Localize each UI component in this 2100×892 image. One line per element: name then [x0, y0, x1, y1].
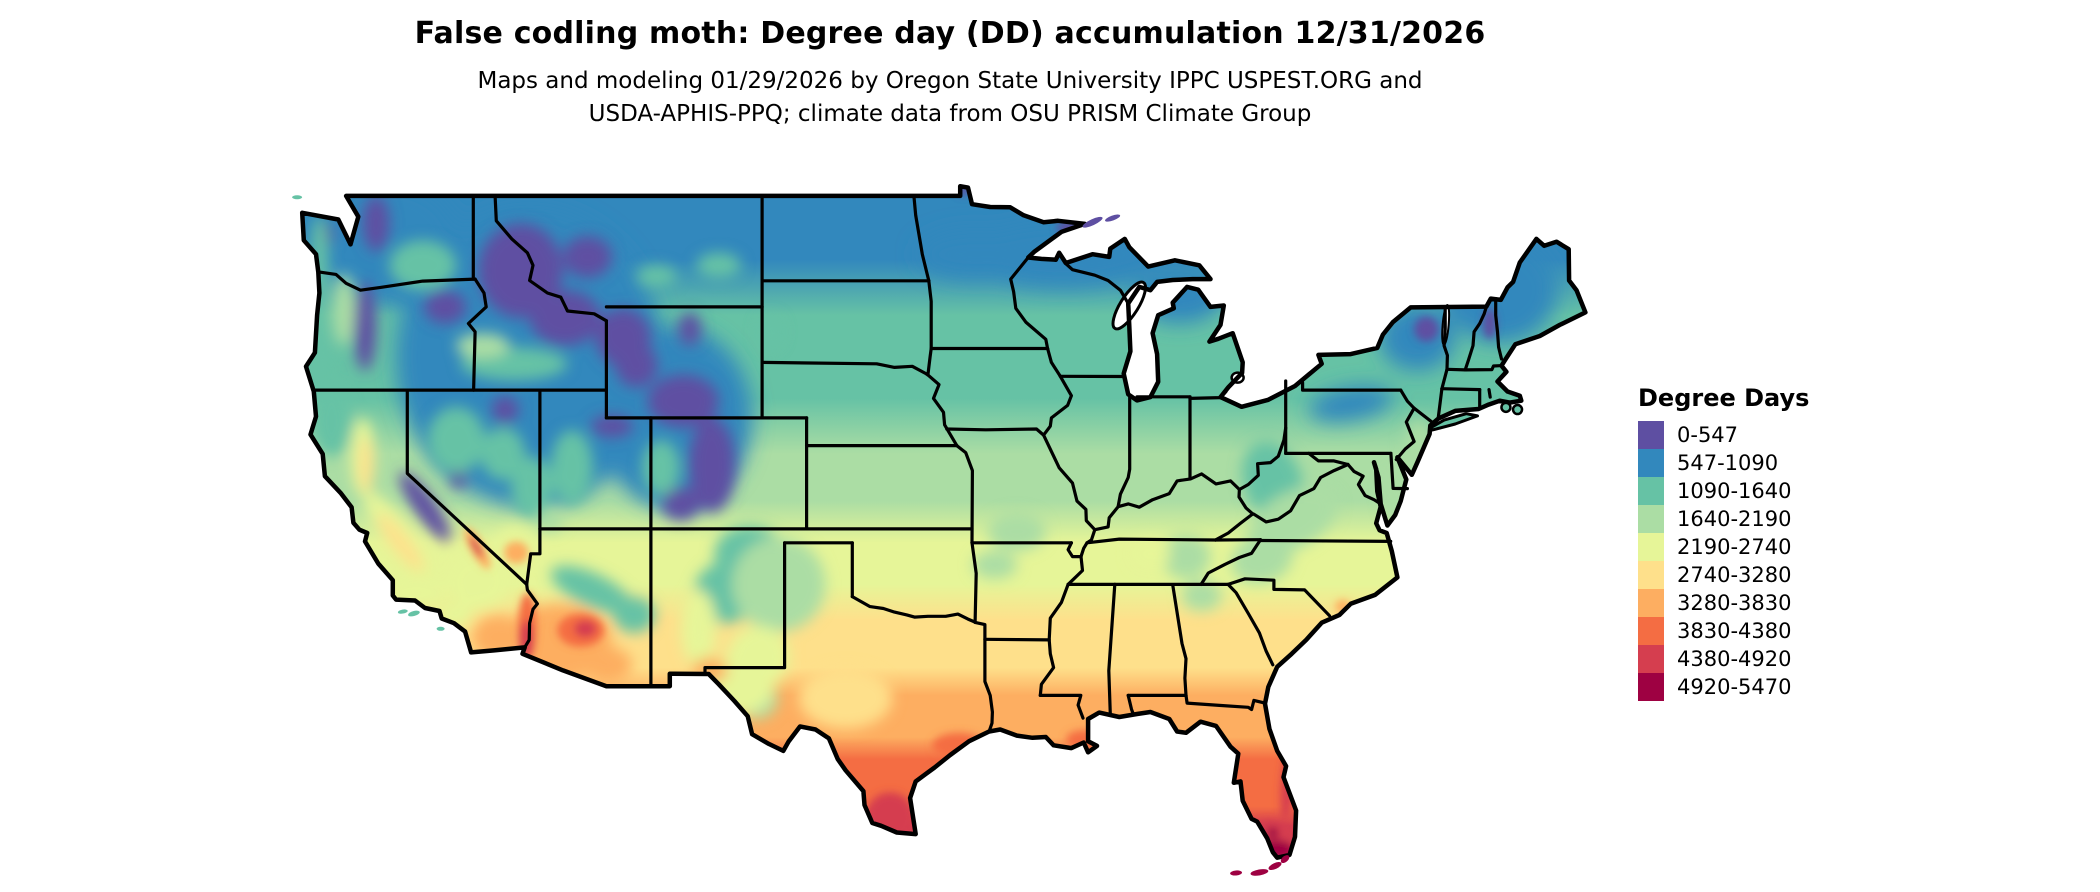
map-root	[292, 183, 1588, 876]
legend-item: 547-1090	[1638, 449, 1809, 477]
legend-item: 4920-5470	[1638, 673, 1809, 701]
legend-label: 4920-5470	[1677, 675, 1792, 699]
legend-label: 2740-3280	[1677, 563, 1792, 587]
legend-item: 2190-2740	[1638, 533, 1809, 561]
legend-swatch	[1638, 561, 1664, 589]
legend-label: 547-1090	[1677, 451, 1779, 475]
legend-title: Degree Days	[1638, 384, 1810, 412]
subtitle-line-1: Maps and modeling 01/29/2026 by Oregon S…	[477, 68, 1423, 94]
legend-swatch	[1638, 477, 1664, 505]
legend-swatch	[1638, 673, 1664, 701]
figure-header: False codling moth: Degree day (DD) accu…	[0, 0, 1900, 131]
legend-item: 0-547	[1638, 421, 1809, 449]
legend-item: 3280-3830	[1638, 589, 1809, 617]
legend-swatch	[1638, 617, 1664, 645]
legend-label: 0-547	[1677, 423, 1739, 447]
legend-label: 2190-2740	[1677, 535, 1792, 559]
legend-label: 1090-1640	[1677, 479, 1792, 503]
islands-and-keys	[292, 195, 1524, 876]
legend-swatch	[1638, 645, 1664, 673]
subtitle-line-2: USDA-APHIS-PPQ; climate data from OSU PR…	[588, 101, 1312, 127]
state-borders	[312, 194, 1504, 734]
legend-item: 4380-4920	[1638, 645, 1809, 673]
map-title: False codling moth: Degree day (DD) accu…	[414, 16, 1486, 51]
legend-label: 3830-4380	[1677, 619, 1792, 643]
legend-item: 1090-1640	[1638, 477, 1809, 505]
legend-item: 1640-2190	[1638, 505, 1809, 533]
us-outline	[299, 183, 1588, 860]
legend-item: 2740-3280	[1638, 561, 1809, 589]
legend-swatch	[1638, 589, 1664, 617]
legend: Degree Days 0-547 547-1090 1090-1640 1640-2…	[1638, 384, 1809, 701]
legend-label: 4380-4920	[1677, 647, 1792, 671]
legend-swatch	[1638, 505, 1664, 533]
map-raster	[302, 186, 1586, 858]
legend-item: 3830-4380	[1638, 617, 1809, 645]
legend-items: 0-547 547-1090 1090-1640 1640-2190 2190-2740…	[1638, 421, 1809, 701]
legend-swatch	[1638, 449, 1664, 477]
legend-swatch	[1638, 421, 1664, 449]
legend-label: 1640-2190	[1677, 507, 1792, 531]
map-subtitle: Maps and modeling 01/29/2026 by Oregon S…	[0, 65, 1900, 131]
legend-label: 3280-3830	[1677, 591, 1792, 615]
legend-swatch	[1638, 533, 1664, 561]
